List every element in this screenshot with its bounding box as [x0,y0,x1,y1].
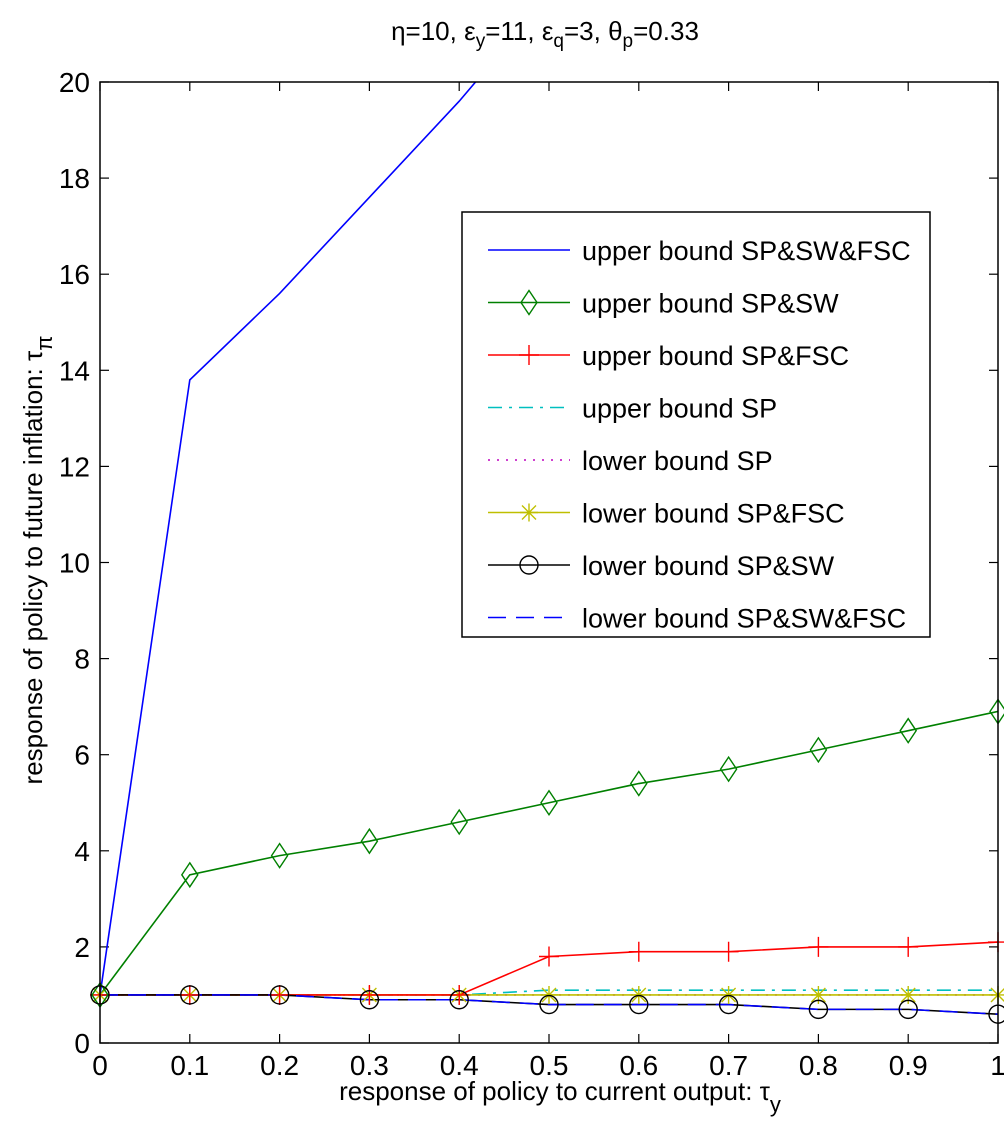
data-point-upper-bound-sp-fsc [539,946,559,967]
legend-marker-lower-bound-sp-fsc [520,503,538,522]
chart-title: η=10, εy=11, εq=3, θp=0.33 [391,16,699,52]
data-point-upper-bound-sp-sw [270,842,289,869]
data-point-upper-bound-sp-fsc [628,941,649,962]
x-tick-label: 0.3 [350,1050,389,1081]
y-tick-label: 4 [74,836,90,867]
data-point-upper-bound-sp-sw [540,789,558,817]
legend-box [461,211,931,638]
y-tick-label: 20 [59,67,90,98]
legend-label-upper-bound-sp-fsc: upper bound SP&FSC [582,341,849,371]
data-point-upper-bound-sp-fsc [808,936,829,957]
legend-label-upper-bound-sp-sw: upper bound SP&SW [582,289,839,319]
series-line-upper-bound-sp-sw-fsc [100,82,477,996]
plot-frame [99,81,999,1044]
marker-layer [90,698,1004,1024]
x-tick-label: 1 [990,1050,1004,1081]
y-tick-label: 6 [74,740,90,771]
data-point-upper-bound-sp-fsc [988,932,1004,953]
legend-marker-upper-bound-sp-fsc [519,345,539,365]
legend-label-lower-bound-sp-sw: lower bound SP&SW [582,551,835,581]
data-point-upper-bound-sp-fsc [449,984,470,1005]
data-point-lower-bound-sp-sw [539,994,559,1015]
data-point-upper-bound-sp-sw [450,808,469,836]
data-point-lower-bound-sp-fsc [899,985,918,1004]
legend-label-lower-bound-sp-sw-fsc: lower bound SP&SW&FSC [582,604,906,634]
series-line-lower-bound-sp-sw-fsc [100,994,998,1015]
x-tick-label: 0.1 [170,1050,209,1081]
x-tick-label: 0.6 [619,1050,658,1081]
x-axis-label: response of policy to current output: τy [339,1076,781,1117]
legend-label-lower-bound-sp: lower bound SP [582,446,773,476]
data-point-lower-bound-sp-sw [449,990,469,1010]
legend-label-upper-bound-sp-sw-fsc: upper bound SP&SW&FSC [582,236,911,266]
data-point-upper-bound-sp-fsc [179,984,200,1005]
x-tick-label: 0 [92,1050,108,1081]
y-tick-label: 14 [59,355,90,386]
x-tick-label: 0.5 [530,1050,569,1081]
data-point-lower-bound-sp-sw [180,985,200,1005]
series-line-upper-bound-sp-sw [100,710,998,996]
data-point-lower-bound-sp-sw [629,994,649,1015]
data-point-upper-bound-sp-sw [360,827,379,855]
data-point-upper-bound-sp-sw [629,770,648,797]
data-point-lower-bound-sp-sw [269,985,290,1005]
data-point-lower-bound-sp-fsc [809,985,828,1004]
data-point-upper-bound-sp-fsc [898,936,919,957]
y-axis-label: response of policy to future inflation: … [18,336,57,785]
series-line-upper-bound-sp [100,989,998,996]
x-tick-label: 0.8 [799,1050,838,1081]
x-tick-label: 0.7 [709,1050,748,1081]
data-point-upper-bound-sp-sw [719,755,738,783]
legend: upper bound SP&SW&FSC upper bound SP&SW up… [461,211,931,638]
y-tick-label: 12 [59,451,90,482]
y-tick-label: 2 [74,932,90,963]
y-tick-label: 8 [74,644,90,675]
y-tick-label: 10 [59,548,90,579]
data-point-lower-bound-sp-sw [359,990,380,1010]
data-point-upper-bound-sp-fsc [359,984,380,1005]
y-tick-label: 18 [59,163,90,194]
legend-marker-lower-bound-sp-sw [519,555,539,575]
data-point-upper-bound-sp-sw [899,717,918,744]
y-tick-label: 16 [59,259,90,290]
data-point-upper-bound-sp-sw [180,861,199,889]
data-point-lower-bound-sp-sw [808,999,829,1020]
legend-label-upper-bound-sp: upper bound SP [582,394,777,424]
x-tick-label: 0.9 [889,1050,928,1081]
data-point-lower-bound-sp-sw [898,999,918,1020]
y-tick-label: 0 [74,1028,90,1059]
data-point-lower-bound-sp-sw [718,994,739,1015]
x-tick-label: 0.2 [260,1050,299,1081]
legend-label-lower-bound-sp-fsc: lower bound SP&FSC [582,499,845,529]
legend-marker-upper-bound-sp-sw [520,289,538,316]
data-point-upper-bound-sp-fsc [718,941,739,962]
data-point-lower-bound-sp-fsc [989,985,1004,1004]
x-tick-label: 0.4 [440,1050,479,1081]
data-point-upper-bound-sp-sw [809,736,828,764]
data-point-upper-bound-sp-fsc [269,984,290,1005]
x-axis-ticks: 0 0.1 0.2 0.3 0.4 0.5 0.6 0.7 0.8 0.9 1 [92,82,1004,1081]
y-axis-ticks: 0 2 4 6 8 10 12 14 16 18 20 [59,67,998,1059]
